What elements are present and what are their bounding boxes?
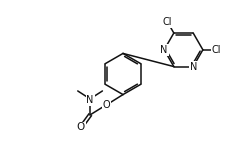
Text: Cl: Cl xyxy=(163,17,172,27)
Text: O: O xyxy=(77,123,85,132)
Text: Cl: Cl xyxy=(211,45,221,55)
Text: N: N xyxy=(160,45,168,55)
Text: N: N xyxy=(86,95,94,105)
Text: N: N xyxy=(189,62,197,72)
Text: O: O xyxy=(103,100,110,110)
